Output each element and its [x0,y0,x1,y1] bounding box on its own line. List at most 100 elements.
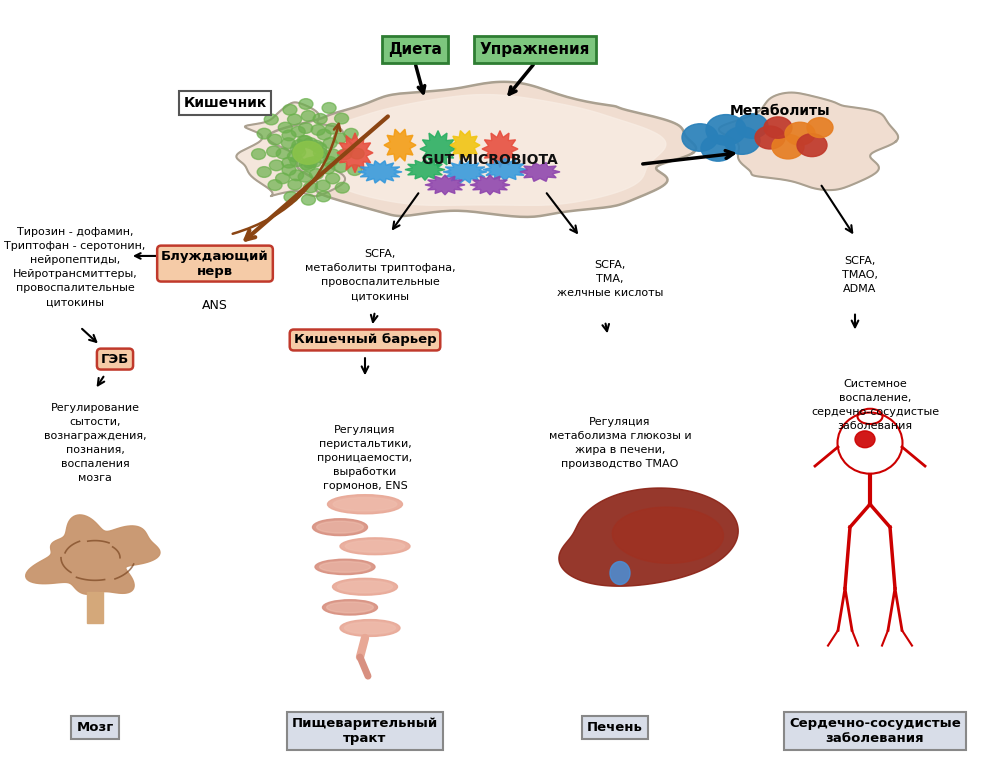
Polygon shape [443,160,487,183]
Circle shape [336,115,350,125]
Circle shape [316,132,330,143]
Text: GUT MICROBIOTA: GUT MICROBIOTA [422,154,558,167]
Polygon shape [450,131,480,160]
Circle shape [301,123,315,134]
Circle shape [764,117,792,138]
Text: Пищеварительный
тракт: Пищеварительный тракт [292,717,438,745]
Circle shape [310,142,324,153]
Circle shape [346,166,360,176]
Circle shape [343,130,357,141]
Polygon shape [719,92,898,190]
Ellipse shape [337,581,393,593]
Circle shape [285,180,299,191]
Text: Системное
воспаление,
сердечно-сосудистые
заболевания: Системное воспаление, сердечно-сосудисты… [811,379,939,431]
Circle shape [311,138,325,148]
Text: Регуляция
перистальтики,
проницаемости,
выработки
гормонов, ENS: Регуляция перистальтики, проницаемости, … [317,426,413,491]
Circle shape [278,157,292,168]
Polygon shape [268,82,696,217]
Circle shape [797,134,827,157]
Text: SCFA,
метаболиты триптофана,
провоспалительные
цитокины: SCFA, метаболиты триптофана, провоспалит… [305,249,455,301]
Circle shape [785,122,815,145]
Circle shape [338,147,352,158]
Text: ANS: ANS [202,299,228,312]
Circle shape [293,141,323,164]
Circle shape [290,155,304,166]
Circle shape [286,129,300,140]
Circle shape [327,147,341,157]
Circle shape [308,126,322,137]
Ellipse shape [315,559,375,575]
Ellipse shape [340,620,400,636]
Text: Сердечно-сосудистые
заболевания: Сердечно-сосудистые заболевания [789,717,961,745]
Ellipse shape [322,600,378,615]
Circle shape [299,194,313,205]
Text: SCFA,
TMA,
желчные кислоты: SCFA, TMA, желчные кислоты [557,260,663,298]
Polygon shape [483,158,527,181]
Polygon shape [520,163,560,181]
Ellipse shape [332,578,398,595]
Ellipse shape [312,519,368,536]
Polygon shape [425,175,465,195]
Polygon shape [238,102,352,196]
Circle shape [294,125,308,136]
Circle shape [256,167,270,177]
Circle shape [303,183,317,194]
Circle shape [291,144,305,154]
Polygon shape [420,131,456,167]
Circle shape [260,129,274,140]
Text: ГЭБ: ГЭБ [101,352,129,366]
Circle shape [251,147,265,158]
Circle shape [327,173,341,184]
Circle shape [280,139,294,150]
Polygon shape [482,131,518,167]
Circle shape [772,134,804,159]
Text: Регулирование
сытости,
вознаграждения,
познания,
воспаления
мозга: Регулирование сытости, вознаграждения, п… [44,403,146,483]
Ellipse shape [327,602,373,613]
Text: Кишечный барьер: Кишечный барьер [294,333,436,347]
Circle shape [308,135,322,146]
Circle shape [268,181,282,192]
Circle shape [279,147,293,157]
Circle shape [701,135,735,161]
Circle shape [299,159,313,170]
Circle shape [307,154,321,165]
Ellipse shape [340,538,410,555]
Ellipse shape [317,521,363,533]
Circle shape [295,136,309,147]
Circle shape [323,157,337,168]
Polygon shape [26,515,160,594]
Text: Тирозин - дофамин,
Триптофан - серотонин,
нейропептиды,
Нейротрансмиттеры,
прово: Тирозин - дофамин, Триптофан - серотонин… [4,228,146,307]
Circle shape [265,161,279,172]
Polygon shape [236,102,354,196]
Circle shape [273,172,287,183]
Circle shape [682,124,718,151]
Polygon shape [384,129,416,161]
Circle shape [295,160,309,170]
Circle shape [268,115,282,125]
Circle shape [302,134,316,145]
Text: Регуляция
метаболизма глюкозы и
жира в печени,
производство ТМАО: Регуляция метаболизма глюкозы и жира в п… [549,417,691,469]
Text: Мозг: Мозг [76,720,114,734]
Circle shape [334,134,348,144]
Circle shape [724,127,760,154]
Circle shape [291,153,305,163]
Circle shape [310,168,324,179]
Circle shape [319,102,333,112]
Polygon shape [337,133,373,173]
Circle shape [267,147,281,157]
Circle shape [299,113,313,124]
Circle shape [280,105,294,115]
Circle shape [294,169,308,180]
Circle shape [282,191,296,202]
Text: Упражнения: Упражнения [480,42,590,57]
Circle shape [338,182,352,193]
Ellipse shape [328,495,402,513]
Text: SCFA,
TMAO,
ADMA: SCFA, TMAO, ADMA [842,256,878,294]
Circle shape [315,149,329,160]
Circle shape [290,147,304,157]
Ellipse shape [855,431,875,448]
Text: Блуждающий
нерв: Блуждающий нерв [161,250,269,277]
Circle shape [318,163,332,174]
Circle shape [286,115,300,125]
Circle shape [281,166,295,176]
